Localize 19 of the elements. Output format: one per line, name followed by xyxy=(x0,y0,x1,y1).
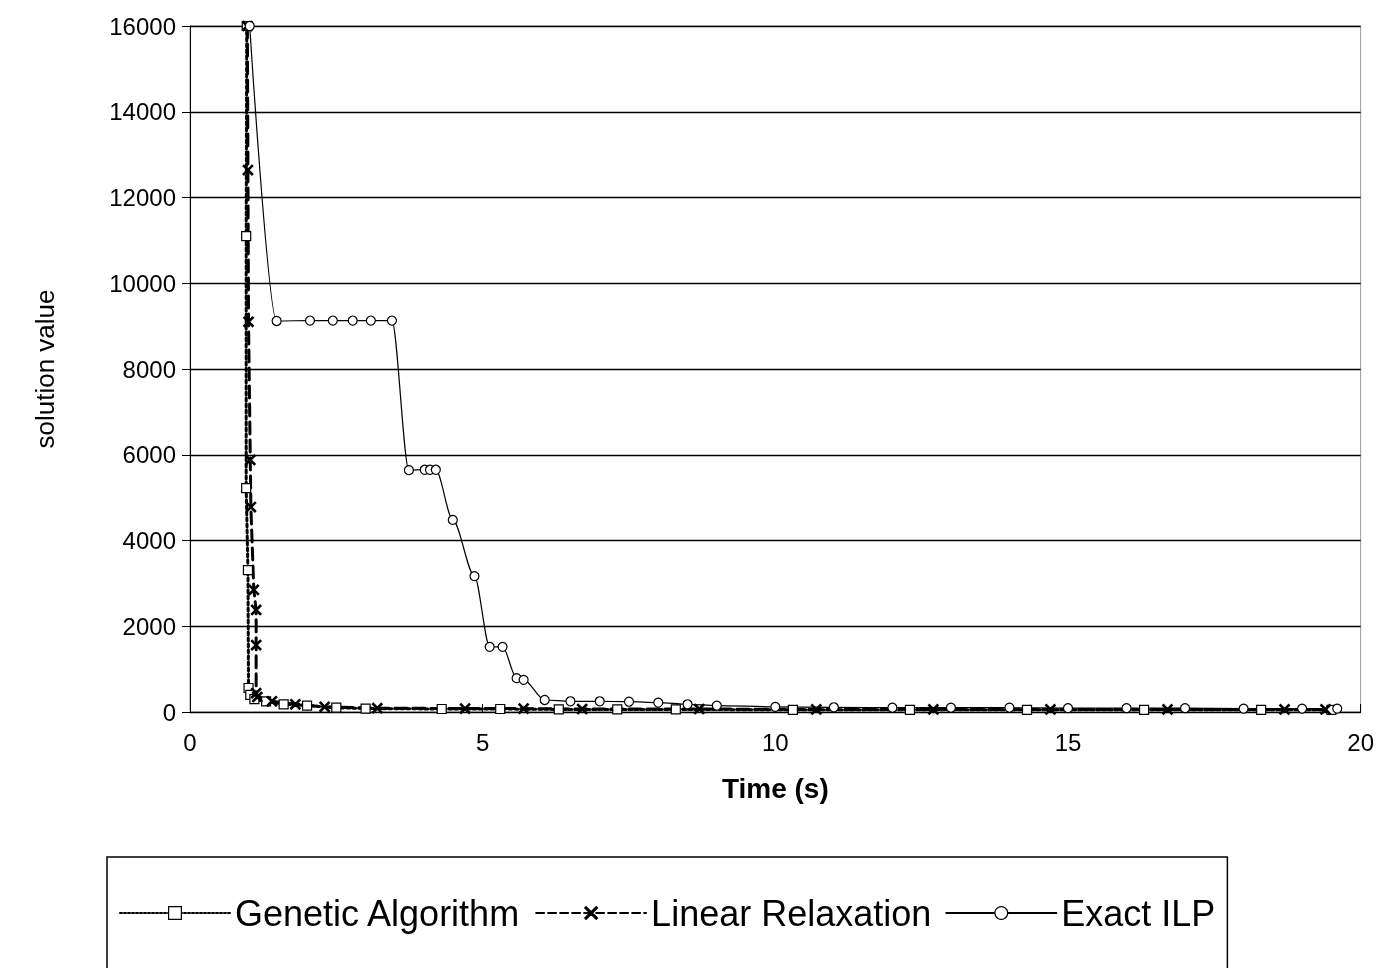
legend-label: Linear Relaxation xyxy=(651,892,932,934)
y-tick-label: 6000 xyxy=(122,441,176,469)
x-tick-label: 20 xyxy=(1347,728,1374,756)
x-tick-label: 15 xyxy=(1054,728,1082,756)
y-tick-label: 16000 xyxy=(109,12,176,40)
legend-label: Genetic Algorithm xyxy=(235,892,520,934)
x-tick-label: 0 xyxy=(183,728,197,756)
y-tick-label: 10000 xyxy=(109,269,176,297)
y-tick-label: 8000 xyxy=(122,355,176,383)
y-tick-label: 12000 xyxy=(109,184,176,211)
legend-label: Exact ILP xyxy=(1061,892,1216,934)
x-tick-label: 10 xyxy=(761,728,789,756)
y-tick-label: 0 xyxy=(162,698,176,726)
y-tick-label: 4000 xyxy=(122,527,176,554)
x-tick-label: 5 xyxy=(475,728,490,756)
x-axis-title: Time (s) xyxy=(721,772,829,804)
y-tick-label: 2000 xyxy=(122,612,176,640)
y-axis-title: solution value xyxy=(30,289,60,449)
y-tick-label: 14000 xyxy=(109,98,176,126)
